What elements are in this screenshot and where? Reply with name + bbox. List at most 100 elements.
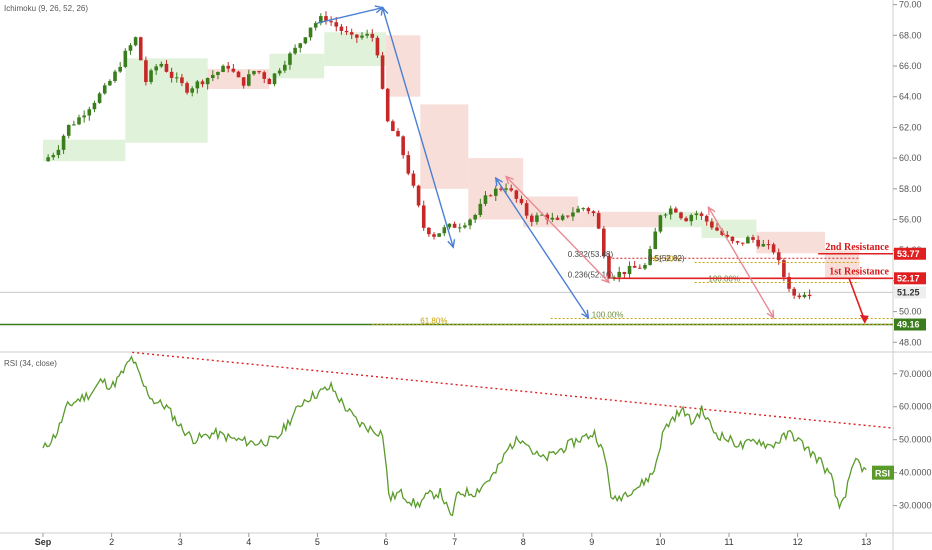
candle-body [303,37,308,44]
candle-body [118,66,122,72]
swing-arrow-blue-head [581,309,590,320]
candle-body [77,117,81,125]
candle-body [519,198,524,204]
candle-body [180,77,184,84]
candle-body [679,212,683,219]
candle-body [61,135,66,150]
swing-arrow-pink-head [504,175,514,185]
candle-body [313,23,318,28]
candle-body [216,72,220,75]
candle-body [159,63,164,67]
candle-body [602,228,606,257]
projection-arrow-head [859,314,869,324]
candle-body [46,157,50,162]
ichimoku-cloud-segment [825,250,860,278]
candle-body [771,244,776,253]
candle-body [596,213,601,229]
resistance-label: 2nd Resistance [825,242,889,253]
candle-body [72,124,76,126]
candle-body [694,213,699,216]
candle-body [457,227,462,229]
candle-body [787,276,791,289]
ichimoku-cloud-segment [578,211,661,228]
candle-body [169,71,174,78]
swing-arrow-blue-head [447,239,456,249]
candle-body [735,241,740,243]
candle-body [751,237,755,240]
candle-body [210,74,215,78]
time-tick-label: 12 [793,537,803,547]
rsi-tick-label: 70.0000 [899,369,932,379]
candle-body [488,195,493,197]
swing-arrow-blue [381,7,454,248]
rsi-line [42,355,867,517]
candle-body [555,217,560,220]
price-tick-label: 70.00 [899,0,922,10]
ichimoku-label: Ichimoku (9, 26, 52, 26) [4,4,88,13]
candle-body [391,121,395,132]
fib-level-label-mid: 0.5(52.82) [648,254,685,263]
swing-arrow-pink-head [766,309,775,320]
rsi-legend-badge [872,465,894,480]
projection-arrow [848,278,866,322]
fib-level-label: 0.236(52.16) [568,270,614,279]
candle-body [674,208,678,213]
candle-body [231,68,236,72]
candle-body [684,218,688,222]
time-tick-label: Sep [35,537,52,547]
candle-body [447,223,452,228]
price-tick-label: 48.00 [899,337,922,347]
candle-body [87,109,92,116]
candle-body [293,47,297,54]
price-badge [894,318,926,331]
candle-body [658,215,663,232]
price-tick-label: 50.00 [899,307,922,317]
candle-body [576,208,580,213]
candle-body [128,45,133,51]
candle-body [421,205,426,228]
ichimoku-cloud-segment [269,53,325,79]
candle-body [401,136,405,156]
time-tick-label: 2 [109,537,114,547]
swing-arrow-pink [505,176,610,283]
candle-body [427,227,431,235]
candle-body [365,33,369,36]
swing-arrow-blue-head [494,176,503,187]
candle-body [267,78,272,85]
candle-body [782,260,786,277]
candle-body [236,71,241,78]
candle-body [385,88,390,122]
candle-body [704,215,709,222]
time-tick-label: 11 [724,537,733,547]
time-tick-label: 10 [655,537,665,547]
price-badge-text: 49.16 [897,320,920,330]
candle-body [529,215,534,222]
candle-body [617,271,622,278]
candle-body [56,149,61,156]
fib-level-label: 61.80% [420,317,447,326]
swing-arrow-blue [317,6,383,24]
candle-body [689,215,694,222]
candle-body [550,217,555,220]
ichimoku-cloud-segment [756,231,826,254]
resistance-label: 1st Resistance [829,266,889,277]
candle-body [807,294,812,297]
candle-body [524,203,529,216]
candle-body [653,231,658,250]
candle-body [622,271,627,275]
candle-body [483,195,488,204]
candle-body [766,244,771,246]
candle-body [463,225,467,228]
candle-body [247,74,251,86]
ichimoku-cloud-segment [386,35,421,97]
candle-body [154,66,158,71]
candle-body [123,50,128,67]
candle-body [82,115,86,118]
candle-body [283,64,287,71]
candle-body [380,55,385,89]
candle-body [648,249,652,265]
candle-body [473,214,477,220]
candle-body [715,227,719,231]
fib-level-label: 61.80% [654,255,681,264]
